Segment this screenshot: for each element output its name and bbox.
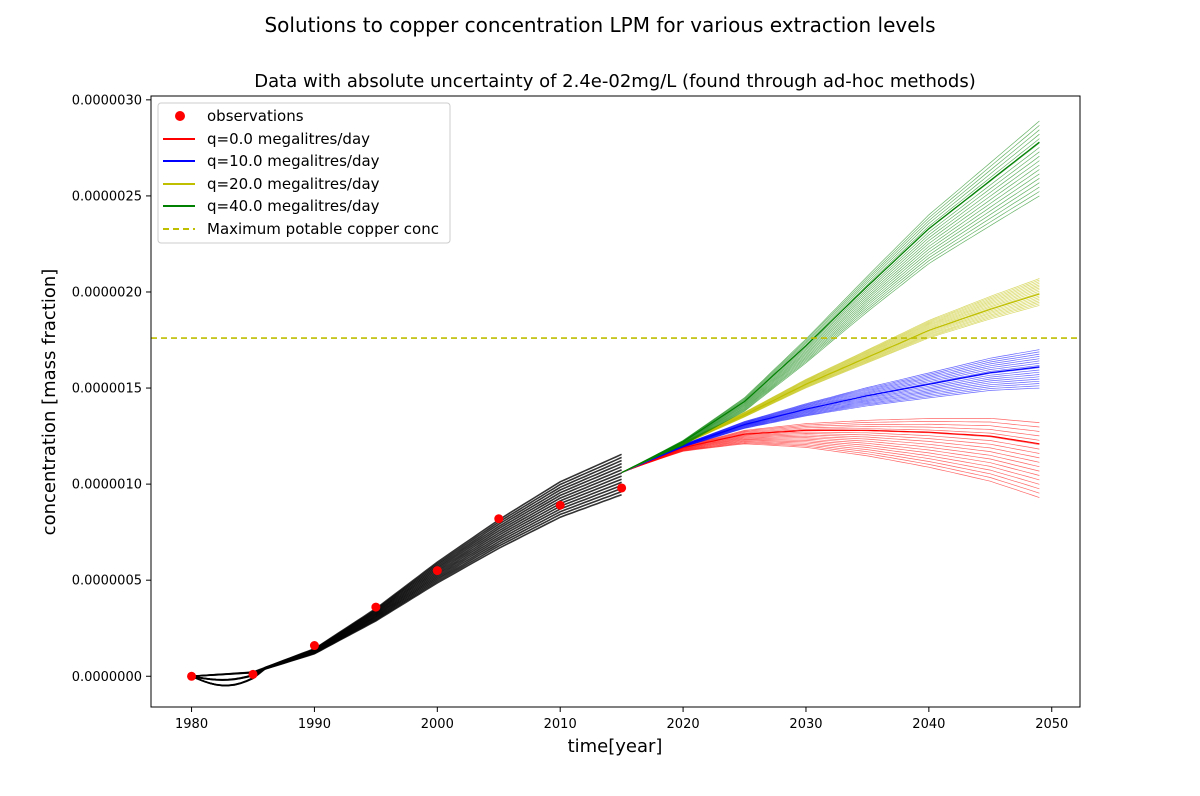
series-line-q40 [621, 125, 1040, 473]
calibration-line [191, 453, 622, 681]
y-tick-label: 0.0000010 [72, 478, 142, 493]
plot-frame [150, 95, 1081, 708]
series-line-q40 [621, 151, 1040, 473]
y-axis-label: concentration [mass fraction] [39, 269, 60, 536]
legend-label-q20: q=20.0 megalitres/day [207, 175, 380, 193]
y-tick-label: 0.0000030 [72, 93, 142, 108]
calibration-line [191, 456, 622, 678]
observation-point [494, 514, 504, 524]
series-line-q10 [621, 349, 1040, 473]
chart-title: Data with absolute uncertainty of 2.4e-0… [254, 71, 975, 92]
y-tick-label: 0.0000015 [72, 382, 142, 397]
series-line-q0 [621, 443, 1040, 498]
x-tick-label: 2000 [421, 717, 454, 732]
series-line-q0 [621, 431, 1040, 473]
y-tick-label: 0.0000000 [72, 670, 142, 685]
legend-label-q0: q=0.0 megalitres/day [207, 130, 370, 148]
observation-point [187, 671, 197, 681]
legend-label-q10: q=10.0 megalitres/day [207, 152, 380, 170]
x-tick-label: 2040 [912, 717, 945, 732]
observation-point [248, 669, 258, 679]
observation-point [555, 500, 565, 510]
series-line-q40 [621, 120, 1040, 473]
series-line-q0 [621, 437, 1040, 473]
series-line-q10 [621, 383, 1040, 473]
observation-point [309, 641, 319, 651]
x-tick-label: 2010 [544, 717, 577, 732]
x-tick-label: 1980 [175, 717, 208, 732]
series-line-q0 [621, 430, 1040, 473]
x-tick-label: 2050 [1035, 717, 1068, 732]
observation-point [617, 483, 627, 493]
series-line-q0 [621, 434, 1040, 473]
series-line-q0 [621, 440, 1040, 481]
y-tick-label: 0.0000005 [72, 574, 142, 589]
legend-label-observations: observations [207, 107, 304, 125]
legend-label-threshold: Maximum potable copper conc [207, 220, 439, 238]
y-tick-label: 0.0000020 [72, 285, 142, 300]
series-line-q40 [621, 129, 1040, 473]
series-mean-q10 [621, 366, 1040, 474]
series-line-q0 [621, 426, 1040, 473]
legend: observations q=0.0 megalitres/day q=10.0… [157, 102, 451, 244]
x-tick-label: 2020 [667, 717, 700, 732]
legend-marker-observations [175, 111, 185, 121]
series-line-q0 [621, 441, 1040, 490]
x-tick-label: 1990 [298, 717, 331, 732]
observation-point [371, 602, 381, 612]
calibration-line [191, 481, 622, 681]
observation-point [432, 566, 442, 576]
calibration-line [191, 462, 622, 681]
y-tick-label: 0.0000025 [72, 189, 142, 204]
series-mean-q40 [621, 141, 1040, 474]
legend-label-q40: q=40.0 megalitres/day [207, 197, 380, 215]
calibration-line [191, 466, 622, 678]
legend-box [157, 102, 451, 244]
series-mean-q0 [621, 429, 1040, 474]
x-tick-label: 2030 [789, 717, 822, 732]
chart-suptitle: Solutions to copper concentration LPM fo… [264, 13, 935, 37]
series-line-q10 [621, 376, 1040, 473]
x-axis-label: time[year] [568, 736, 663, 757]
series-line-q10 [621, 374, 1040, 473]
